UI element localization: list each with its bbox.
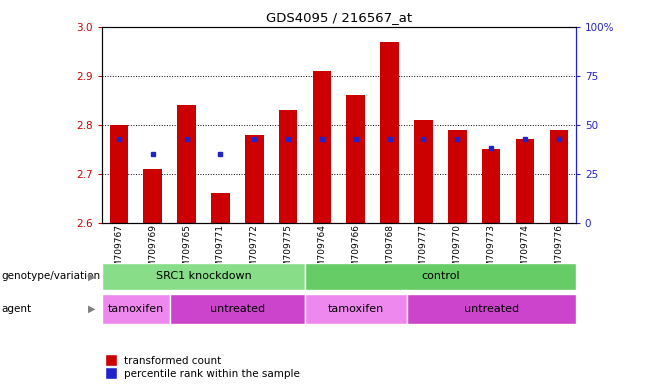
Bar: [305, 263, 576, 290]
Bar: [482, 149, 501, 223]
Bar: [305, 294, 407, 324]
Text: ▶: ▶: [88, 304, 95, 314]
Legend: transformed count, percentile rank within the sample: transformed count, percentile rank withi…: [107, 356, 300, 379]
Title: GDS4095 / 216567_at: GDS4095 / 216567_at: [266, 11, 412, 24]
Text: tamoxifen: tamoxifen: [108, 304, 164, 314]
Text: ▶: ▶: [88, 271, 95, 281]
Bar: [177, 105, 196, 223]
Bar: [102, 263, 305, 290]
Text: agent: agent: [1, 304, 32, 314]
Bar: [211, 194, 230, 223]
Bar: [516, 139, 534, 223]
Bar: [347, 96, 365, 223]
Bar: [110, 125, 128, 223]
Bar: [380, 41, 399, 223]
Bar: [143, 169, 162, 223]
Text: genotype/variation: genotype/variation: [1, 271, 101, 281]
Bar: [279, 110, 297, 223]
Text: untreated: untreated: [210, 304, 265, 314]
Bar: [245, 135, 264, 223]
Text: control: control: [421, 271, 460, 281]
Bar: [313, 71, 331, 223]
Bar: [448, 130, 467, 223]
Text: SRC1 knockdown: SRC1 knockdown: [156, 271, 251, 281]
Bar: [407, 294, 576, 324]
Bar: [414, 120, 433, 223]
Bar: [549, 130, 568, 223]
Bar: [170, 294, 305, 324]
Text: tamoxifen: tamoxifen: [328, 304, 384, 314]
Text: untreated: untreated: [464, 304, 519, 314]
Bar: [102, 294, 170, 324]
